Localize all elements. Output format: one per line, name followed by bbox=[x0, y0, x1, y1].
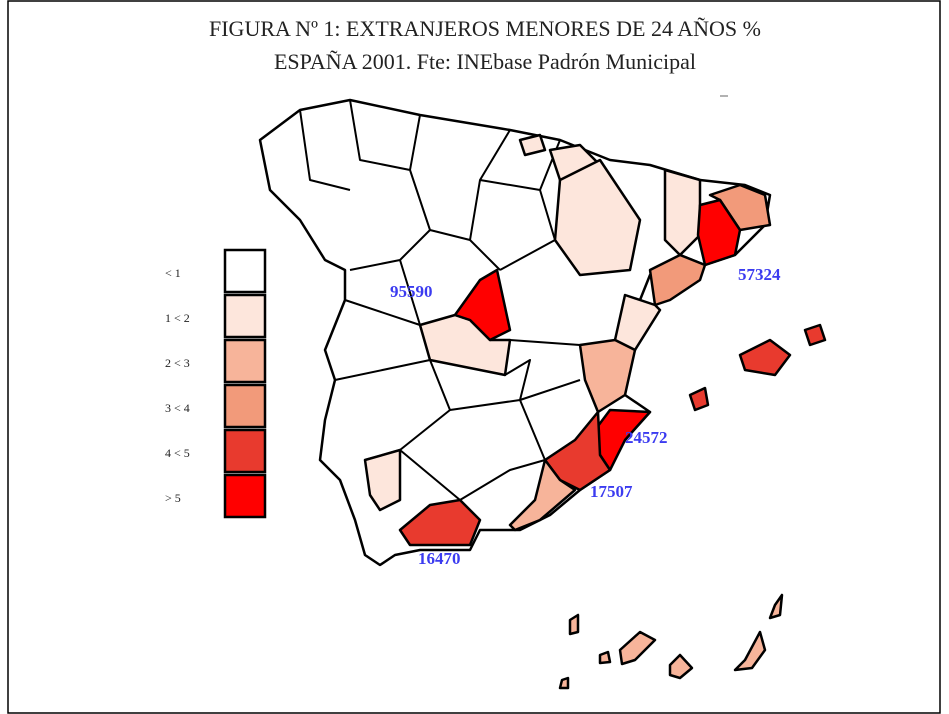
province bbox=[508, 458, 577, 532]
legend-swatch bbox=[223, 428, 267, 474]
island bbox=[733, 630, 767, 672]
legend-swatch bbox=[223, 293, 267, 339]
province bbox=[663, 168, 702, 257]
legend-label: > 5 bbox=[165, 491, 181, 505]
legend-swatch bbox=[223, 338, 267, 384]
legend-swatch bbox=[223, 473, 267, 519]
province bbox=[613, 293, 662, 352]
legend-label: 3 < 4 bbox=[165, 401, 190, 415]
island bbox=[618, 630, 657, 666]
island bbox=[768, 593, 784, 620]
island bbox=[668, 653, 694, 680]
province bbox=[398, 498, 482, 547]
legend-label: < 1 bbox=[165, 266, 181, 280]
value-label: 57324 bbox=[738, 265, 781, 284]
island bbox=[803, 323, 827, 347]
legend-swatch bbox=[223, 248, 267, 294]
value-label: 17507 bbox=[590, 482, 633, 501]
title-line: ESPAÑA 2001. Fte: INEbase Padrón Municip… bbox=[274, 49, 696, 74]
legend-label: 1 < 2 bbox=[165, 311, 190, 325]
legend-label: 4 < 5 bbox=[165, 446, 190, 460]
province bbox=[696, 198, 742, 267]
island bbox=[568, 613, 580, 636]
value-label: 95590 bbox=[390, 282, 433, 301]
island bbox=[688, 386, 710, 412]
province bbox=[553, 158, 642, 277]
map bbox=[258, 98, 827, 690]
island bbox=[598, 650, 612, 665]
island bbox=[558, 676, 570, 690]
island bbox=[738, 338, 792, 377]
legend-swatch bbox=[223, 383, 267, 429]
title-line: FIGURA Nº 1: EXTRANJEROS MENORES DE 24 A… bbox=[209, 16, 761, 41]
value-label: 24572 bbox=[625, 428, 668, 447]
value-label: 16470 bbox=[418, 549, 461, 568]
legend-label: 2 < 3 bbox=[165, 356, 190, 370]
province bbox=[453, 268, 512, 342]
province bbox=[578, 338, 637, 414]
province bbox=[363, 448, 402, 512]
province bbox=[518, 133, 547, 157]
